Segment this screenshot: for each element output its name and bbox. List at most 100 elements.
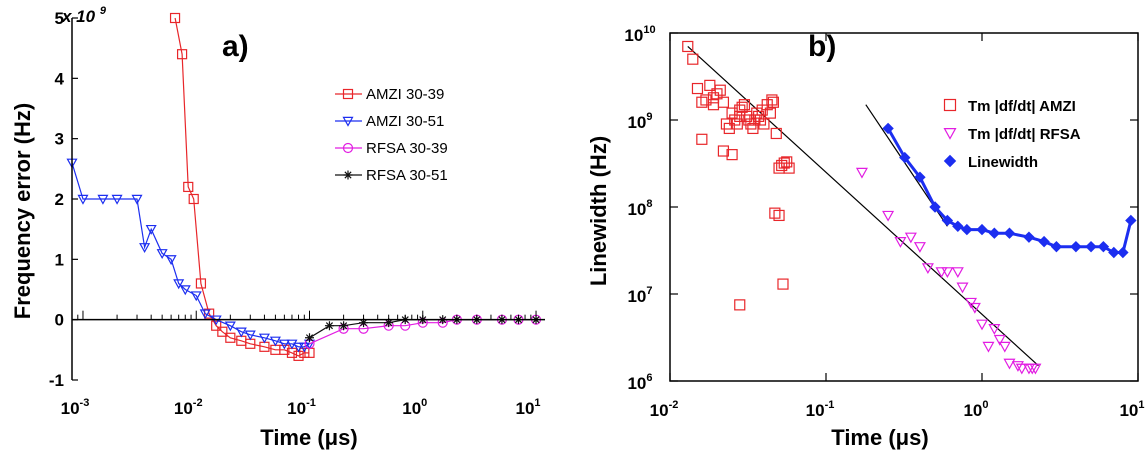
- panel-b-ticks: 10-2 10-1 100 101 106 107 108 109 1010: [624, 24, 1144, 420]
- panel-b-data-point: [731, 118, 743, 130]
- panel-b-data-point: [921, 263, 934, 275]
- panel-b-data-point: [717, 145, 730, 157]
- panel-a-data-point: [224, 321, 236, 332]
- panel-a-data-point: [165, 255, 177, 266]
- panel-b-data-point: [961, 223, 973, 236]
- panel-b-data-point: [1011, 361, 1024, 372]
- panel-a-multiplier-base: x 10: [61, 7, 96, 26]
- panel-b-data-point: [691, 82, 704, 95]
- panel-b-legend-label: Linewidth: [968, 154, 1038, 171]
- panel-a-ytick-label: 3: [55, 130, 64, 149]
- panel-a-data-point: [190, 291, 202, 302]
- panel-b-data-point: [726, 107, 738, 119]
- panel-b-x-label: Time (μs): [831, 425, 928, 450]
- panel-a-data-point: [77, 194, 89, 205]
- panel-a-data-point: [179, 285, 191, 296]
- panel-a-xtick-label: 10-3: [61, 397, 90, 418]
- panel-b-data-point: [913, 242, 926, 253]
- panel-b-data-point: [736, 101, 748, 113]
- panel-a-series-line: [174, 17, 310, 357]
- panel-b-data-point: [968, 302, 981, 314]
- panel-b-data-point: [1023, 231, 1035, 243]
- panel-b-data-point: [951, 267, 964, 279]
- panel-b-data-point: [941, 214, 954, 227]
- panel-a-data-point: [293, 342, 305, 353]
- panel-a-data-point: [225, 332, 236, 343]
- panel-a-data-point: [195, 278, 207, 289]
- panel-a-ytick-label: -1: [49, 371, 64, 390]
- panel-a-data-point: [235, 327, 247, 338]
- panel-b-data-point: [882, 122, 894, 135]
- panel-b-data-point: [1003, 358, 1016, 370]
- panel-a-multiplier-exp: 9: [100, 5, 107, 17]
- panel-a-ticks: -1 0 1 2 3 4 5 10-3 10-2 10-1 100 101: [49, 9, 541, 418]
- panel-b-data-point: [758, 118, 770, 130]
- panel-b-legend-marker: [943, 154, 957, 168]
- panel-b-data-point: [1038, 235, 1050, 248]
- panel-b: 10-2 10-1 100 101 106 107 108 109 1010 b) Time (…: [586, 24, 1145, 450]
- panel-a-legend-label: AMZI 30-39: [366, 86, 444, 103]
- panel-b-xtick-label: 10-1: [806, 399, 835, 420]
- panel-a-data-point: [324, 321, 334, 331]
- panel-a-data-point: [97, 194, 109, 205]
- panel-b-fit-line: [687, 46, 1039, 367]
- panel-b-frame: [669, 32, 1139, 382]
- panel-a-data-point: [131, 194, 143, 205]
- panel-a-data-point: [173, 279, 185, 290]
- panel-b-data-point: [1015, 363, 1028, 375]
- panel-a-data-point: [217, 326, 228, 337]
- panel-a-data-point: [384, 318, 394, 328]
- panel-a-data-point: [156, 249, 168, 260]
- panel-b-data-point: [734, 110, 746, 122]
- panel-b-data-point: [952, 220, 964, 233]
- panel-a-legend: AMZI 30-39 AMZI 30-51 RFSA 30-39 RFSA 30-51: [335, 86, 448, 184]
- panel-b-data-point: [904, 232, 917, 244]
- panel-b-data-point: [714, 84, 726, 96]
- panel-a-letter: a): [222, 30, 249, 63]
- panel-b-legend-marker: [943, 98, 957, 112]
- panel-b-data-point: [998, 341, 1011, 353]
- panel-b-data-point: [993, 334, 1006, 346]
- panel-a-data-point: [176, 49, 188, 60]
- panel-a-xtick-label: 10-1: [287, 397, 316, 418]
- panel-a-data: [66, 12, 542, 361]
- panel-b-data-point: [783, 162, 795, 174]
- panel-a-y-label: Frequency error (Hz): [10, 103, 35, 319]
- panel-a-data-point: [199, 309, 211, 320]
- panel-b-data-point: [1050, 240, 1063, 253]
- panel-b-data-point: [894, 237, 907, 248]
- panel-a-xtick-label: 101: [516, 397, 541, 418]
- panel-b-legend-label: Tm |df/dt| AMZI: [968, 98, 1076, 115]
- panel-a-data-point: [244, 330, 256, 341]
- panel-b-xtick-label: 10-2: [650, 399, 679, 420]
- panel-b-xtick-label: 101: [1119, 399, 1144, 420]
- panel-a-data-point: [305, 333, 315, 343]
- panel-b-ytick-label: 107: [627, 285, 652, 306]
- panel-b-data-point: [767, 96, 779, 108]
- panel-b-data-point: [696, 96, 708, 108]
- panel-b-data-point: [988, 227, 1001, 239]
- panel-b-data-point: [781, 156, 793, 168]
- panel-a-xtick-label: 10-2: [174, 397, 203, 418]
- panel-b-data-point: [769, 207, 781, 219]
- panel-b-data-point: [855, 167, 868, 179]
- panel-a-legend-marker: [342, 88, 354, 100]
- panel-b-data-point: [975, 319, 989, 331]
- panel-a-data-point: [279, 344, 290, 355]
- panel-b-legend: Tm |df/dt| AMZI Tm |df/dt| RFSA Linewidth: [943, 98, 1081, 171]
- panel-a-data-point: [269, 336, 281, 347]
- panel-b-data-point: [711, 88, 723, 100]
- panel-b-ytick-label: 108: [627, 198, 652, 219]
- panel-a-data-point: [359, 318, 369, 328]
- panel-a-ytick-label: 2: [55, 190, 64, 209]
- panel-a-data-point: [278, 339, 290, 350]
- panel-b-data-point: [747, 122, 759, 135]
- panel-a-legend-marker: [342, 142, 354, 154]
- panel-b-data-point: [696, 133, 708, 145]
- panel-b-legend-label: Tm |df/dt| RFSA: [968, 126, 1081, 143]
- panel-a-data-point: [258, 333, 270, 344]
- panel-b-data-point: [764, 107, 776, 119]
- panel-a-xtick-label: 100: [402, 397, 427, 418]
- panel-b-data-point: [777, 278, 789, 290]
